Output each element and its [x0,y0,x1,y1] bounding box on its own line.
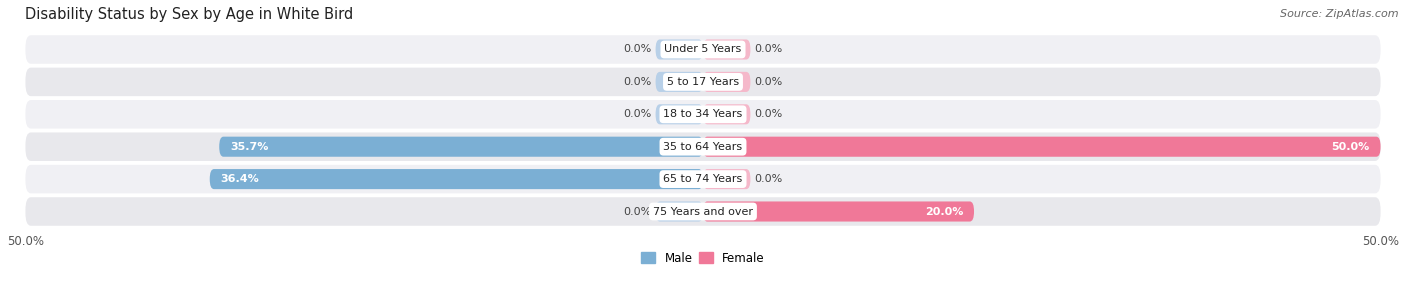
FancyBboxPatch shape [703,137,1381,157]
Text: 18 to 34 Years: 18 to 34 Years [664,109,742,119]
FancyBboxPatch shape [25,68,1381,96]
FancyBboxPatch shape [25,197,1381,226]
Text: 20.0%: 20.0% [925,206,963,217]
Text: 0.0%: 0.0% [755,174,783,184]
FancyBboxPatch shape [703,39,751,59]
Text: 75 Years and over: 75 Years and over [652,206,754,217]
FancyBboxPatch shape [25,165,1381,193]
Text: 0.0%: 0.0% [755,77,783,87]
FancyBboxPatch shape [703,202,974,221]
FancyBboxPatch shape [25,100,1381,128]
Text: 35 to 64 Years: 35 to 64 Years [664,142,742,152]
FancyBboxPatch shape [703,72,751,92]
FancyBboxPatch shape [703,169,751,189]
FancyBboxPatch shape [209,169,703,189]
FancyBboxPatch shape [703,104,751,124]
FancyBboxPatch shape [25,132,1381,161]
Legend: Male, Female: Male, Female [637,247,769,269]
FancyBboxPatch shape [655,39,703,59]
FancyBboxPatch shape [655,104,703,124]
Text: 65 to 74 Years: 65 to 74 Years [664,174,742,184]
Text: 0.0%: 0.0% [755,109,783,119]
FancyBboxPatch shape [655,72,703,92]
Text: 50.0%: 50.0% [1331,142,1369,152]
Text: 35.7%: 35.7% [231,142,269,152]
Text: 0.0%: 0.0% [623,109,651,119]
Text: Under 5 Years: Under 5 Years [665,45,741,55]
Text: Disability Status by Sex by Age in White Bird: Disability Status by Sex by Age in White… [25,7,354,22]
FancyBboxPatch shape [655,202,703,221]
Text: Source: ZipAtlas.com: Source: ZipAtlas.com [1281,9,1399,19]
FancyBboxPatch shape [219,137,703,157]
Text: 5 to 17 Years: 5 to 17 Years [666,77,740,87]
FancyBboxPatch shape [25,35,1381,64]
Text: 0.0%: 0.0% [623,77,651,87]
Text: 0.0%: 0.0% [755,45,783,55]
Text: 36.4%: 36.4% [221,174,259,184]
Text: 0.0%: 0.0% [623,45,651,55]
Text: 0.0%: 0.0% [623,206,651,217]
